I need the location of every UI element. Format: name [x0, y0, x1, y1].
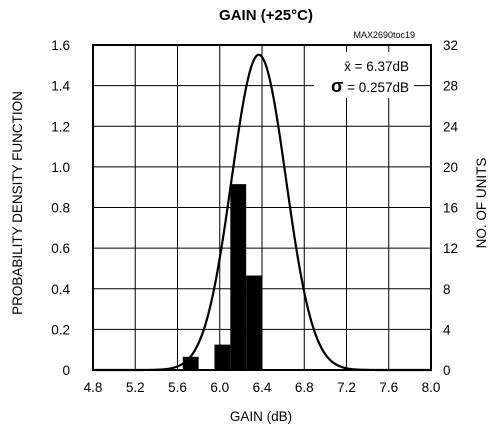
sigma-value: = 0.257dB [343, 80, 409, 95]
y-right-tick-label: 8 [443, 282, 451, 297]
y-right-tick-label: 4 [443, 322, 451, 337]
x-tick-label: 5.6 [168, 380, 187, 395]
y-left-tick-label: 0.2 [51, 322, 70, 337]
histogram-bar [230, 184, 247, 370]
x-axis-label: GAIN (dB) [230, 409, 292, 424]
y-right-tick-labels: 0 4 8 12 16 20 24 28 32 [443, 38, 459, 378]
y-right-tick-label: 16 [443, 201, 458, 216]
sigma-symbol: σ [331, 76, 343, 96]
y-right-tick-label: 28 [443, 79, 458, 94]
y-right-tick-label: 20 [443, 160, 458, 175]
x-tick-label: 5.2 [126, 380, 145, 395]
y-right-tick-label: 12 [443, 241, 458, 256]
y-left-axis-label: PROBABILITY DENSITY FUNCTION [10, 91, 25, 315]
chart-title: GAIN (+25°C) [219, 7, 313, 24]
figure-code: MAX2690toc19 [353, 30, 415, 40]
stats-box [314, 52, 414, 98]
x-tick-label: 7.2 [337, 380, 356, 395]
y-left-tick-label: 1.4 [51, 79, 70, 94]
y-left-tick-label: 0.4 [51, 282, 70, 297]
y-left-tick-label: 0 [62, 363, 70, 378]
x-tick-labels: 4.8 5.2 5.6 6.0 6.4 6.8 7.2 7.6 8.0 [84, 380, 441, 395]
stat-sigma: σ = 0.257dB [331, 76, 409, 96]
y-right-tick-label: 24 [443, 119, 459, 134]
x-tick-label: 8.0 [422, 380, 441, 395]
y-right-axis-label: NO. OF UNITS [474, 158, 489, 249]
y-left-tick-label: 1.2 [51, 119, 70, 134]
x-tick-label: 6.0 [210, 380, 229, 395]
y-right-tick-label: 0 [443, 363, 451, 378]
x-tick-label: 6.8 [295, 380, 314, 395]
x-tick-label: 4.8 [84, 380, 103, 395]
histogram-bar [246, 275, 262, 370]
x-tick-label: 6.4 [253, 380, 272, 395]
y-left-tick-label: 1.0 [51, 160, 70, 175]
y-left-tick-label: 0.8 [51, 201, 70, 216]
stat-mean: x̄ = 6.37dB [344, 59, 409, 74]
x-tick-label: 7.6 [379, 380, 398, 395]
y-right-tick-label: 32 [443, 38, 458, 53]
histogram-bar [214, 344, 231, 370]
y-left-tick-labels: 0 0.2 0.4 0.6 0.8 1.0 1.2 1.4 1.6 [51, 38, 70, 378]
y-left-tick-label: 1.6 [51, 38, 70, 53]
y-left-tick-label: 0.6 [51, 241, 70, 256]
histogram-bars [182, 184, 262, 370]
plot-frame [92, 44, 432, 371]
